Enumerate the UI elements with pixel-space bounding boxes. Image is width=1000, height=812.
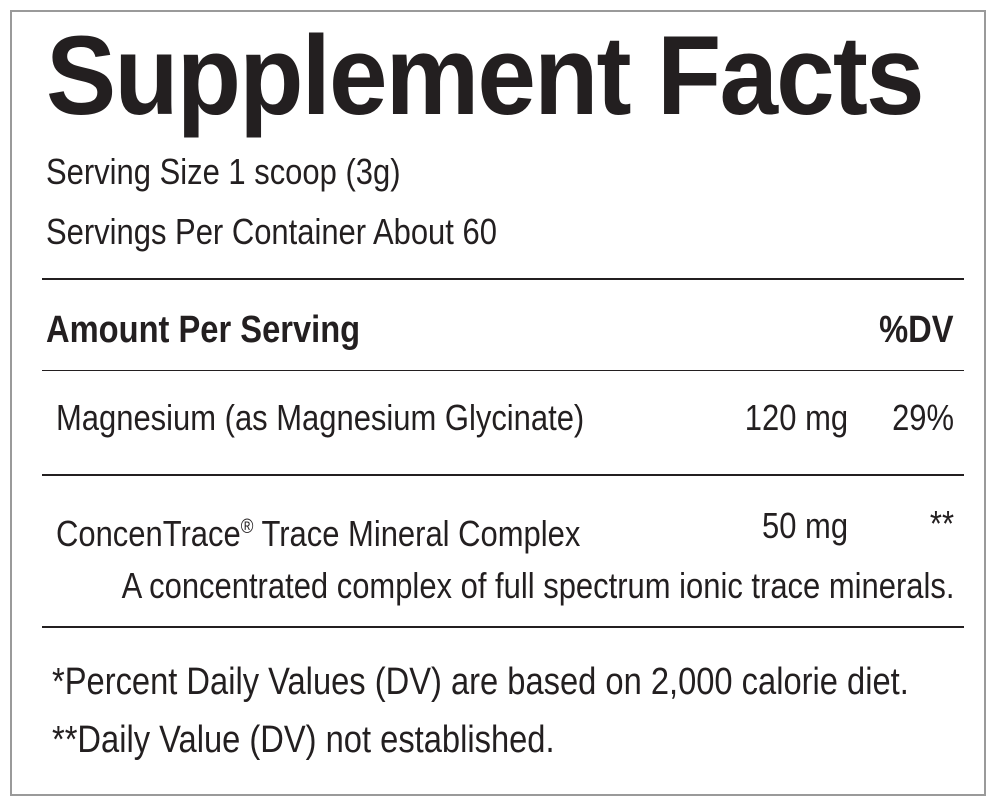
dv-header: %DV xyxy=(879,309,954,351)
label-title: Supplement Facts xyxy=(46,13,925,138)
divider-rule xyxy=(42,370,964,371)
footnote: *Percent Daily Values (DV) are based on … xyxy=(52,661,909,703)
servings-per-container: Servings Per Container About 60 xyxy=(46,211,497,252)
amount-per-serving-header: Amount Per Serving xyxy=(46,309,361,351)
footnote: **Daily Value (DV) not established. xyxy=(52,719,555,761)
divider-rule xyxy=(42,278,964,280)
divider-rule xyxy=(42,474,964,476)
nutrient-brand: ConcenTrace xyxy=(56,513,241,554)
nutrient-name: Magnesium (as Magnesium Glycinate) xyxy=(56,397,585,438)
divider-rule xyxy=(42,626,964,628)
serving-size: Serving Size 1 scoop (3g) xyxy=(46,151,401,192)
nutrient-dv: ** xyxy=(929,503,954,544)
nutrient-amount: 50 mg xyxy=(761,505,848,546)
nutrient-dv: 29% xyxy=(892,397,954,438)
nutrient-amount: 120 mg xyxy=(744,397,848,438)
nutrient-name-suffix: Trace Mineral Complex xyxy=(253,513,581,554)
supplement-facts-panel: Supplement Facts Serving Size 1 scoop (3… xyxy=(10,10,986,796)
nutrient-name: ConcenTrace® Trace Mineral Complex xyxy=(56,512,580,555)
registered-mark: ® xyxy=(240,516,254,538)
nutrient-description: A concentrated complex of full spectrum … xyxy=(121,565,954,606)
